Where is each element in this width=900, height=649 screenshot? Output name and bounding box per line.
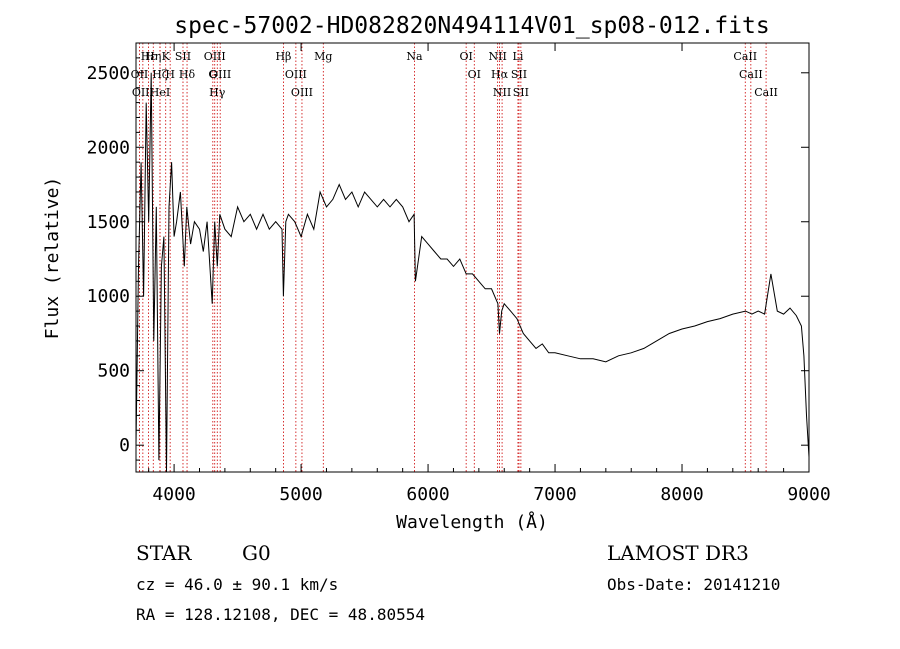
line-marker-label: Mg bbox=[314, 50, 332, 63]
y-axis-label: Flux (relative) bbox=[42, 177, 63, 340]
subclass-label: G0 bbox=[242, 541, 271, 565]
coords-text: RA = 128.12108, DEC = 48.80554 bbox=[136, 605, 425, 624]
x-tick-label: 9000 bbox=[787, 484, 830, 505]
line-marker-label: K bbox=[162, 50, 171, 63]
y-tick-label: 2000 bbox=[87, 137, 130, 158]
line-marker-label: Hα bbox=[491, 68, 509, 81]
line-marker-label: OI bbox=[459, 50, 472, 63]
line-marker-label: NII bbox=[488, 50, 506, 63]
line-marker-label: SII bbox=[513, 86, 529, 99]
line-marker-label: G bbox=[208, 68, 217, 81]
line-marker-label: OI bbox=[468, 68, 481, 81]
line-marker-label: OIII bbox=[132, 86, 154, 99]
line-marker-label: Hη bbox=[145, 50, 161, 63]
line-marker-label: OIII bbox=[204, 50, 226, 63]
line-marker-label: OIII bbox=[209, 68, 231, 81]
line-marker-label: Hζ bbox=[152, 68, 168, 81]
line-marker-label: OIII bbox=[291, 86, 313, 99]
x-tick-label: 6000 bbox=[406, 484, 449, 505]
line-marker-label: SII bbox=[511, 68, 527, 81]
y-tick-label: 500 bbox=[97, 361, 130, 382]
line-marker-label: OIII bbox=[285, 68, 307, 81]
y-tick-label: 1500 bbox=[87, 212, 130, 233]
line-marker-label: OII bbox=[131, 68, 149, 81]
y-axis-ticks: 0 500 1000 1500 2000 2500 bbox=[87, 57, 809, 461]
line-marker-label: Li bbox=[513, 50, 524, 63]
y-tick-label: 1000 bbox=[87, 286, 130, 307]
line-marker-label: NII bbox=[493, 86, 511, 99]
obs-date-text: Obs-Date: 20141210 bbox=[607, 575, 780, 594]
x-tick-label: 8000 bbox=[660, 484, 703, 505]
line-marker-label: Hδ bbox=[179, 68, 196, 81]
emission-line-labels: HεOIIOIIIHηHζHeIKHSIIHδOIIIGHγOIIIHβOIII… bbox=[131, 50, 778, 99]
x-tick-label: 7000 bbox=[533, 484, 576, 505]
line-marker-label: Hγ bbox=[209, 86, 226, 99]
line-marker-label: CaII bbox=[733, 50, 757, 63]
emission-line-markers bbox=[139, 43, 767, 472]
chart-title: spec-57002-HD082820N494114V01_sp08-012.f… bbox=[174, 13, 769, 39]
line-marker-label: SII bbox=[175, 50, 191, 63]
x-tick-label: 5000 bbox=[279, 484, 322, 505]
y-tick-label: 0 bbox=[119, 435, 130, 456]
plot-frame bbox=[135, 42, 810, 473]
line-marker-label: H bbox=[165, 68, 175, 81]
line-marker-label: Hε bbox=[141, 50, 157, 63]
spectrum-line bbox=[135, 72, 810, 473]
x-axis-ticks: 4000 5000 6000 7000 8000 9000 bbox=[148, 43, 831, 505]
x-tick-label: 4000 bbox=[152, 484, 195, 505]
line-marker-label: Hβ bbox=[275, 50, 291, 63]
x-axis-label: Wavelength (Å) bbox=[396, 511, 548, 533]
line-marker-label: Na bbox=[406, 50, 423, 63]
class-label: STAR bbox=[136, 541, 192, 565]
survey-label: LAMOST DR3 bbox=[607, 541, 749, 565]
line-marker-label: CaII bbox=[739, 68, 763, 81]
velocity-text: cz = 46.0 ± 90.1 km/s bbox=[136, 575, 338, 594]
line-marker-label: CaII bbox=[754, 86, 778, 99]
line-marker-label: HeI bbox=[150, 86, 170, 99]
y-tick-label: 2500 bbox=[87, 63, 130, 84]
